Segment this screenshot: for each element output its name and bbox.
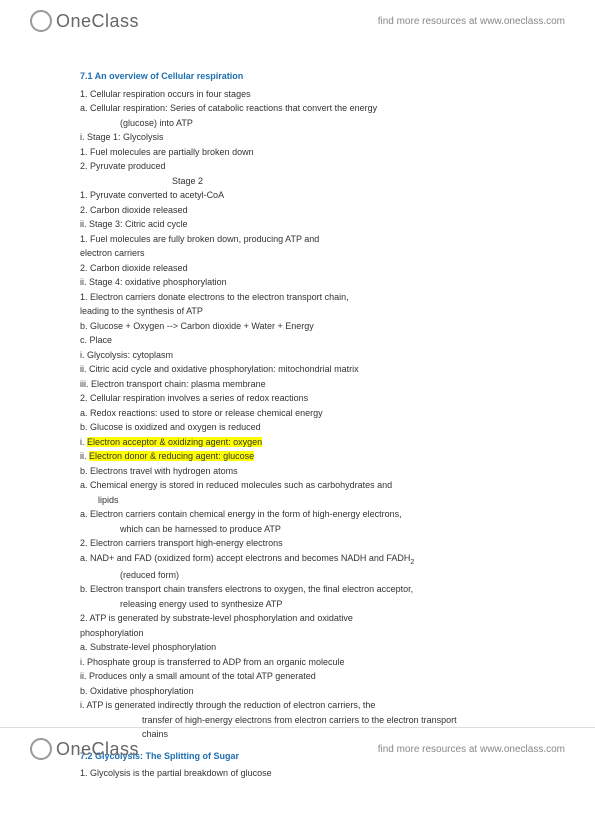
outline-item: a. Substrate-level phosphorylation [80,641,515,655]
outline-cont: (reduced form) [120,569,515,583]
outline-item: 2. Pyruvate produced [80,160,515,174]
footer-tagline: find more resources at www.oneclass.com [378,744,565,755]
outline-item: ii. Stage 4: oxidative phosphorylation [80,276,515,290]
outline-item: 1. Fuel molecules are partially broken d… [80,146,515,160]
logo: OneClass [30,738,139,760]
outline-item: Stage 2 [172,175,515,189]
outline-item-highlighted: i. Electron acceptor & oxidizing agent: … [80,436,515,450]
page-footer: OneClass find more resources at www.onec… [0,727,595,770]
outline-item: 2. Carbon dioxide released [80,204,515,218]
logo-circle-icon [30,738,52,760]
outline-item: 2. Cellular respiration involves a serie… [80,392,515,406]
outline-item: a. Chemical energy is stored in reduced … [80,479,515,493]
outline-item: ii. Citric acid cycle and oxidative phos… [80,363,515,377]
outline-cont: electron carriers [80,247,515,261]
outline-item: a. Electron carriers contain chemical en… [80,508,515,522]
outline-item: i. Phosphate group is transferred to ADP… [80,656,515,670]
logo-circle-icon [30,10,52,32]
outline-item: a. NAD+ and FAD (oxidized form) accept e… [80,552,515,568]
outline-item-highlighted: ii. Electron donor & reducing agent: glu… [80,450,515,464]
outline-cont: transfer of high-energy electrons from e… [142,714,515,728]
outline-item: 2. ATP is generated by substrate-level p… [80,612,515,626]
outline-item: i. Glycolysis: cytoplasm [80,349,515,363]
outline-item: 1. Pyruvate converted to acetyl-CoA [80,189,515,203]
outline-item: 2. Carbon dioxide released [80,262,515,276]
document-body: 7.1 An overview of Cellular respiration … [0,42,595,822]
outline-item: 1. Electron carriers donate electrons to… [80,291,515,305]
outline-item: 1. Cellular respiration occurs in four s… [80,88,515,102]
roman-marker: i. [80,437,87,447]
outline-item: b. Glucose + Oxygen --> Carbon dioxide +… [80,320,515,334]
outline-cont: phosphorylation [80,627,515,641]
outline-item: c. Place [80,334,515,348]
outline-text: a. NAD+ and FAD (oxidized form) accept e… [80,553,410,563]
logo: OneClass [30,10,139,32]
outline-item: b. Oxidative phosphorylation [80,685,515,699]
outline-item: a. Redox reactions: used to store or rel… [80,407,515,421]
highlight-text: Electron acceptor & oxidizing agent: oxy… [87,437,262,447]
header-tagline: find more resources at www.oneclass.com [378,16,565,27]
outline-item: iii. Electron transport chain: plasma me… [80,378,515,392]
outline-item: i. Stage 1: Glycolysis [80,131,515,145]
outline-item: 2. Electron carriers transport high-ener… [80,537,515,551]
outline-item: a. Cellular respiration: Series of catab… [80,102,515,116]
outline-cont: releasing energy used to synthesize ATP [120,598,515,612]
outline-item: 1. Fuel molecules are fully broken down,… [80,233,515,247]
outline-item: i. ATP is generated indirectly through t… [80,699,515,713]
outline-cont: (glucose) into ATP [120,117,515,131]
logo-text: OneClass [56,739,139,760]
subscript: 2 [410,558,414,565]
outline-item: b. Glucose is oxidized and oxygen is red… [80,421,515,435]
outline-cont: leading to the synthesis of ATP [80,305,515,319]
outline-item: b. Electron transport chain transfers el… [80,583,515,597]
outline-cont: which can be harnessed to produce ATP [120,523,515,537]
outline-item: b. Electrons travel with hydrogen atoms [80,465,515,479]
roman-marker: ii. [80,451,89,461]
page-header: OneClass find more resources at www.onec… [0,0,595,42]
outline-item: ii. Stage 3: Citric acid cycle [80,218,515,232]
highlight-text: Electron donor & reducing agent: glucose [89,451,254,461]
section-7-1-title: 7.1 An overview of Cellular respiration [80,70,515,84]
outline-cont: lipids [98,494,515,508]
outline-item: ii. Produces only a small amount of the … [80,670,515,684]
logo-text: OneClass [56,11,139,32]
